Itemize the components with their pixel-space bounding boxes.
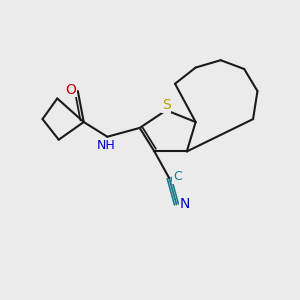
Text: NH: NH — [97, 139, 115, 152]
Text: C: C — [173, 170, 182, 183]
Text: N: N — [180, 197, 190, 212]
Text: S: S — [162, 98, 171, 112]
Text: O: O — [65, 82, 76, 97]
